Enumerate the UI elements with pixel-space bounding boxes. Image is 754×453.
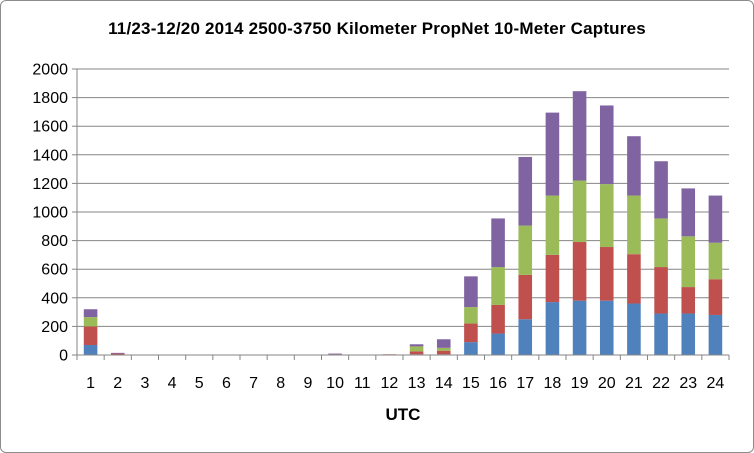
x-tick-label: 9 (303, 375, 312, 392)
bar-segment-series-1-utc-19 (572, 300, 587, 355)
bar-segment-series-2-utc-13 (409, 351, 424, 355)
bar-segment-series-3-utc-15 (464, 307, 478, 324)
bar-segment-series-4-utc-15 (464, 276, 478, 308)
x-axis-label: UTC (386, 405, 421, 424)
bar-segment-series-1-utc-16 (491, 333, 505, 355)
bar-segment-series-1-utc-15 (464, 342, 478, 355)
bar-segment-series-1-utc-18 (545, 302, 560, 355)
y-tick-label: 400 (41, 290, 68, 307)
x-tick-label: 20 (598, 375, 616, 392)
x-tick-labels: 1 2 3 4 5 6 7 8 9 10 11 12 13 14 15 16 17 18 19 20 21 22 23 24 (86, 375, 724, 392)
y-tick-label: 1400 (32, 147, 68, 164)
y-tick-label: 800 (41, 233, 68, 250)
x-tick-label: 6 (222, 375, 231, 392)
x-tick-label: 13 (408, 375, 426, 392)
y-tick-label: 200 (41, 319, 68, 336)
x-tick-label: 3 (140, 375, 149, 392)
bar-segment-series-1-utc-20 (599, 300, 614, 355)
bar-segment-series-1-utc-21 (627, 303, 641, 355)
bar-segment-series-4-utc-14 (436, 339, 451, 348)
bar-segment-series-2-utc-14 (436, 350, 451, 355)
bar-segment-series-3-utc-16 (491, 267, 505, 305)
y-tick-label: 1200 (32, 176, 68, 193)
bar-segment-series-4-utc-13 (409, 344, 424, 347)
bar-segment-series-2-utc-21 (627, 254, 641, 304)
bar-segment-series-4-utc-20 (599, 105, 614, 185)
bar-segment-series-2-utc-20 (599, 247, 614, 301)
bar-segment-series-1-utc-22 (654, 313, 668, 355)
bar-segment-series-1-utc-24 (708, 314, 723, 355)
bar-segment-series-4-utc-16 (491, 218, 505, 268)
y-tick-label: 600 (41, 262, 68, 279)
bar-segment-series-3-utc-22 (654, 218, 668, 268)
bar-segment-series-4-utc-2 (110, 352, 125, 354)
bar-segment-series-1-utc-1 (83, 344, 98, 355)
x-tick-label: 12 (381, 375, 399, 392)
bar-segment-series-3-utc-21 (627, 195, 641, 255)
y-tick-label: 0 (59, 348, 68, 365)
bar-segment-series-3-utc-24 (708, 242, 723, 280)
bar-segment-series-2-utc-16 (491, 304, 505, 334)
y-tick-label: 1800 (32, 90, 68, 107)
axes (72, 68, 730, 360)
x-tick-label: 15 (462, 375, 480, 392)
bar-segment-series-2-utc-18 (545, 254, 560, 303)
bar-segment-series-1-utc-23 (681, 313, 696, 355)
x-tick-label: 14 (435, 375, 453, 392)
x-tick-label: 2 (113, 375, 122, 392)
x-tick-label: 17 (516, 375, 534, 392)
bar-segment-series-4-utc-24 (708, 195, 723, 243)
x-tick-label: 11 (354, 375, 371, 392)
x-tick-label: 18 (544, 375, 562, 392)
x-tick-label: 22 (652, 375, 670, 392)
bar-segment-series-1-utc-17 (518, 319, 533, 355)
x-tick-label: 7 (249, 375, 258, 392)
bar-segment-series-3-utc-14 (436, 347, 451, 351)
bars (83, 91, 723, 356)
bar-segment-series-2-utc-1 (83, 326, 98, 345)
bar-segment-series-2-utc-2 (110, 353, 125, 355)
bar-segment-series-3-utc-1 (83, 317, 98, 327)
x-tick-label: 10 (326, 375, 344, 392)
gridlines (77, 68, 729, 327)
y-tick-label: 1000 (32, 205, 68, 222)
x-tick-label: 23 (679, 375, 697, 392)
x-tick-label: 5 (195, 375, 204, 392)
x-tick-label: 19 (571, 375, 589, 392)
bar-segment-series-4-utc-18 (545, 112, 560, 196)
bar-segment-series-4-utc-10 (328, 353, 342, 355)
bar-segment-series-4-utc-19 (572, 91, 587, 181)
x-tick-label: 8 (276, 375, 285, 392)
bar-segment-series-3-utc-23 (681, 236, 696, 288)
bar-segment-series-4-utc-21 (627, 136, 641, 196)
bar-segment-series-4-utc-1 (83, 309, 98, 318)
y-tick-label: 1600 (32, 119, 68, 136)
bar-segment-series-2-utc-23 (681, 287, 696, 314)
y-tick-labels: 0 200 400 600 800 1000 1200 1400 1600 1800 2000 (32, 62, 68, 365)
bar-segment-series-3-utc-18 (545, 195, 560, 255)
x-tick-label: 21 (625, 375, 643, 392)
y-tick-label: 2000 (32, 62, 68, 79)
bar-segment-series-3-utc-17 (518, 225, 533, 275)
x-tick-label: 24 (707, 375, 725, 392)
x-tick-label: 16 (489, 375, 507, 392)
chart-title: 11/23-12/20 2014 2500-3750 Kilometer Pro… (108, 19, 646, 38)
bar-segment-series-3-utc-20 (599, 184, 614, 248)
bar-segment-series-2-utc-17 (518, 274, 533, 320)
bar-segment-series-3-utc-13 (409, 346, 424, 352)
bar-segment-series-4-utc-17 (518, 156, 533, 226)
bar-segment-series-2-utc-24 (708, 279, 723, 315)
x-tick-label: 1 (86, 375, 95, 392)
bar-segment-series-3-utc-19 (572, 180, 587, 243)
bar-segment-series-4-utc-22 (654, 161, 668, 219)
bar-segment-series-2-utc-19 (572, 242, 587, 301)
bar-segment-series-4-utc-23 (681, 188, 696, 237)
x-tick-label: 4 (168, 375, 177, 392)
bar-segment-series-2-utc-22 (654, 267, 668, 314)
bar-segment-series-2-utc-15 (464, 323, 478, 343)
